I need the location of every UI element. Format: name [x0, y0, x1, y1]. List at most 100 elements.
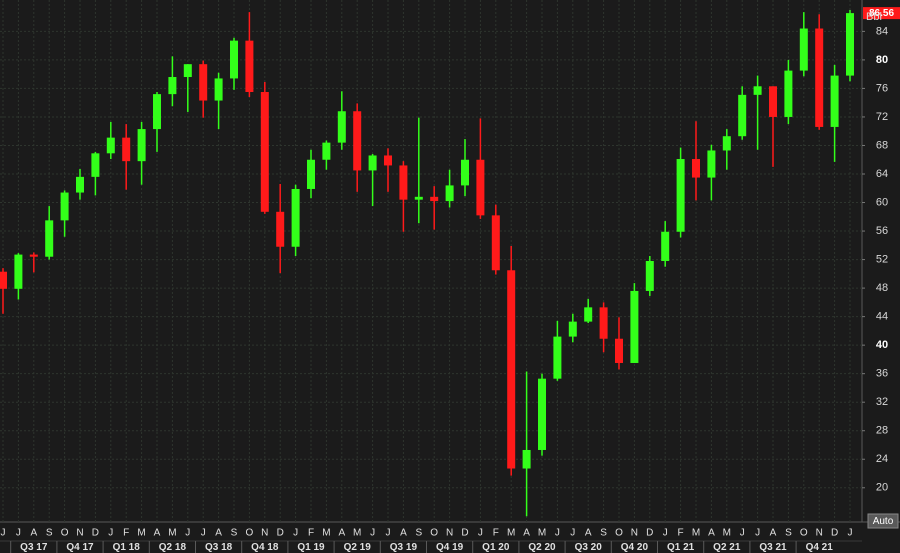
y-tick-label: 64 [876, 168, 888, 180]
x-quarter-label: Q1 19 [297, 542, 325, 553]
auto-button[interactable]: Auto [873, 516, 894, 527]
candle-body [815, 28, 824, 127]
x-month-label: N [446, 528, 453, 539]
candle-body [584, 307, 593, 322]
candle-body [507, 270, 516, 469]
x-month-label: J [293, 528, 298, 539]
x-month-label: D [646, 528, 653, 539]
x-month-label: A [400, 528, 407, 539]
x-quarter-label: Q3 17 [20, 542, 48, 553]
x-month-label: S [46, 528, 53, 539]
candle-body [753, 86, 762, 95]
candle-body [830, 75, 839, 127]
x-month-label: A [708, 528, 715, 539]
candle-body [307, 159, 315, 189]
x-quarter-label: Q4 19 [436, 542, 464, 553]
y-tick-label: 84 [876, 25, 888, 37]
candle-body [846, 13, 854, 76]
candle-body [414, 196, 423, 200]
x-month-label: J [108, 528, 113, 539]
x-quarter-label: Q2 19 [344, 542, 372, 553]
y-tick-label: 28 [876, 425, 888, 437]
candle-body [122, 137, 131, 162]
candle-body [337, 111, 346, 143]
x-quarter-label: Q2 18 [159, 542, 187, 553]
x-quarter-label: Q4 20 [621, 542, 649, 553]
x-month-label: S [600, 528, 607, 539]
candle-body [276, 211, 285, 247]
candle-body [476, 159, 485, 216]
candle-body [0, 271, 7, 289]
x-month-label: J [1, 528, 6, 539]
x-month-label: D [461, 528, 468, 539]
y-tick-label: 48 [876, 282, 888, 294]
candle-body [707, 150, 716, 178]
x-month-label: J [663, 528, 668, 539]
x-month-label: S [785, 528, 792, 539]
y-tick-label: 36 [876, 368, 888, 380]
x-month-label: N [261, 528, 268, 539]
candle-body [368, 155, 377, 171]
y-tick-label: 56 [876, 225, 888, 237]
x-month-label: M [322, 528, 330, 539]
candle-body [784, 70, 793, 117]
candle-body [676, 159, 685, 232]
x-quarter-label: Q3 21 [759, 542, 787, 553]
candle-body [430, 196, 439, 202]
x-month-label: O [61, 528, 69, 539]
candle-body [153, 94, 161, 130]
x-month-label: S [231, 528, 238, 539]
x-month-label: J [386, 528, 391, 539]
candle-body [645, 261, 654, 291]
candle-body [553, 336, 562, 379]
candle-body [353, 111, 362, 171]
x-month-label: D [831, 528, 838, 539]
x-month-label: J [478, 528, 483, 539]
candle-body [722, 136, 731, 151]
candle-body [199, 64, 208, 101]
x-quarter-label: Q1 20 [482, 542, 510, 553]
x-month-label: J [740, 528, 745, 539]
x-month-label: M [168, 528, 176, 539]
candle-body [137, 129, 146, 162]
x-month-label: N [631, 528, 638, 539]
candle-body [60, 192, 69, 221]
candle-body [538, 378, 546, 450]
y-tick-label: 32 [876, 396, 888, 408]
x-month-label: J [185, 528, 190, 539]
y-tick-label: 40 [876, 339, 888, 351]
x-month-label: A [338, 528, 345, 539]
x-month-label: O [246, 528, 254, 539]
candle-body [291, 188, 300, 247]
x-quarter-label: Q1 21 [667, 542, 695, 553]
candle-body [738, 94, 747, 137]
x-month-label: J [755, 528, 760, 539]
x-month-label: M [538, 528, 546, 539]
candle-body [76, 176, 84, 193]
x-month-label: J [370, 528, 375, 539]
candle-body [230, 40, 238, 79]
x-month-label: S [415, 528, 422, 539]
x-quarter-label: Q3 18 [205, 542, 233, 553]
auto-button-bg[interactable] [867, 513, 899, 529]
candle-body [399, 165, 408, 200]
grid [0, 0, 862, 522]
x-month-label: O [430, 528, 438, 539]
x-month-label: A [154, 528, 161, 539]
x-month-label: M [507, 528, 515, 539]
x-month-label: A [770, 528, 777, 539]
x-month-label: A [585, 528, 592, 539]
candle-body [568, 321, 577, 337]
x-month-label: M [692, 528, 700, 539]
x-month-label: J [570, 528, 575, 539]
x-month-label: J [848, 528, 853, 539]
x-month-label: N [76, 528, 83, 539]
x-month-label: A [523, 528, 530, 539]
candle-body [322, 142, 331, 160]
x-month-label: M [137, 528, 145, 539]
candle-body [29, 254, 38, 257]
x-month-label: O [615, 528, 623, 539]
candle-body [522, 449, 531, 469]
x-quarter-label: Q4 18 [251, 542, 279, 553]
x-month-label: D [277, 528, 284, 539]
